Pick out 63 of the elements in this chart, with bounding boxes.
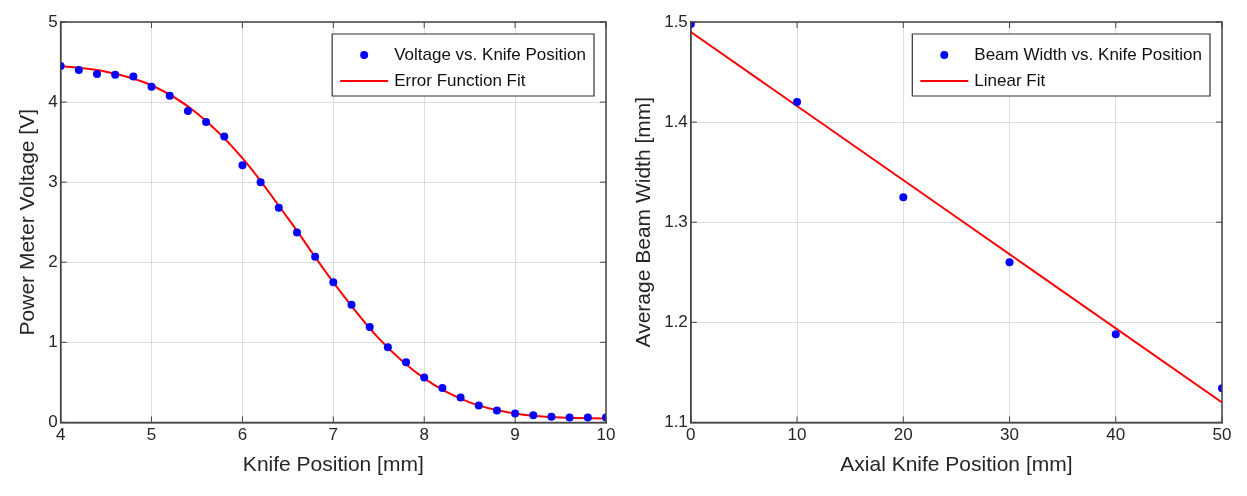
point	[329, 278, 338, 287]
x-tick-label: 9	[510, 425, 520, 445]
y-tick-label: 1.3	[664, 211, 688, 231]
y-tick-label: 1	[48, 332, 58, 352]
y-tick-label: 2	[48, 251, 58, 271]
y-axis-title: Power Meter Voltage [V]	[15, 108, 39, 336]
x-tick-label: 7	[328, 425, 339, 445]
x-axis-title: Axial Knife Position [mm]	[840, 452, 1073, 476]
x-tick-label: 10	[787, 425, 807, 445]
y-tick-label: 4	[48, 91, 58, 111]
point	[238, 161, 247, 170]
y-tick-label: 1.5	[664, 11, 688, 31]
point	[256, 178, 265, 187]
point	[165, 91, 174, 100]
point	[420, 373, 429, 382]
point	[111, 70, 120, 79]
point	[456, 393, 465, 402]
point	[402, 358, 411, 367]
point	[547, 412, 556, 421]
point	[202, 118, 211, 127]
y-tick-label: 1.4	[664, 111, 688, 131]
x-tick-label: 20	[893, 425, 913, 445]
point	[492, 406, 501, 415]
point	[511, 409, 520, 418]
point	[220, 132, 229, 141]
point	[529, 411, 538, 420]
legend-label: Voltage vs. Knife Position	[394, 44, 586, 64]
x-axis-title: Knife Position [mm]	[242, 452, 424, 476]
point	[365, 323, 374, 332]
point	[311, 252, 320, 261]
legend-label: Beam Width vs. Knife Position	[974, 44, 1203, 64]
point	[583, 413, 592, 422]
y-tick-label: 0	[48, 412, 58, 432]
point	[438, 383, 447, 392]
point	[93, 70, 102, 79]
point	[1005, 258, 1014, 267]
x-tick-label: 8	[419, 425, 429, 445]
point	[383, 343, 392, 352]
point	[129, 72, 138, 81]
point	[565, 413, 574, 422]
y-tick-label: 5	[48, 11, 58, 31]
legend-label: Error Function Fit	[394, 70, 526, 90]
y-axis-title: Average Beam Width [mm]	[631, 96, 655, 348]
x-tick-label: 40	[1106, 425, 1126, 445]
point	[74, 66, 83, 75]
x-tick-label: 50	[1212, 425, 1232, 445]
x-tick-label: 10	[596, 425, 616, 445]
point	[793, 98, 802, 107]
point	[147, 82, 156, 91]
x-tick-label: 5	[146, 425, 157, 445]
point	[347, 300, 356, 309]
point	[274, 203, 283, 212]
point	[292, 228, 301, 237]
point	[1111, 330, 1120, 339]
x-tick-label: 6	[237, 425, 248, 445]
y-tick-label: 1.2	[664, 311, 688, 331]
legend-label: Linear Fit	[974, 70, 1046, 90]
y-tick-label: 3	[48, 171, 58, 191]
y-tick-label: 1.1	[664, 412, 688, 432]
point	[474, 401, 483, 410]
point	[183, 106, 192, 115]
point	[899, 193, 908, 202]
x-tick-label: 30	[1000, 425, 1019, 445]
